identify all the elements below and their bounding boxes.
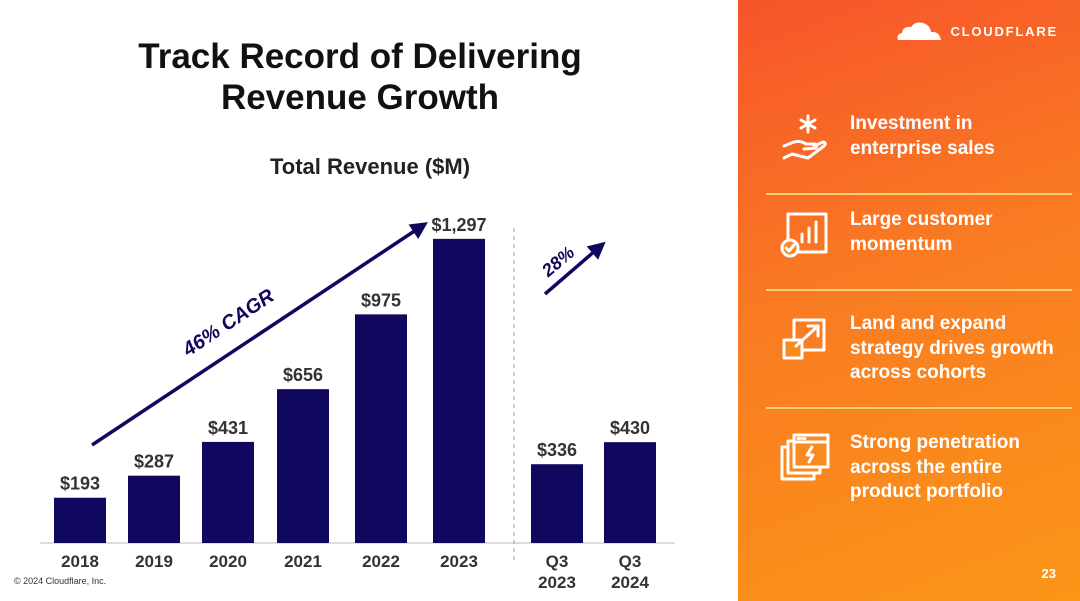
- x-tick-2019: 2019: [135, 552, 173, 571]
- x-tick-2023: 2023: [440, 552, 478, 571]
- chart-panel: Track Record of Delivering Revenue Growt…: [14, 36, 675, 592]
- highlight-3-line-3: across cohorts: [850, 362, 987, 383]
- highlight-4-line-2: across the entire: [850, 456, 1003, 478]
- chart-title: Total Revenue ($M): [269, 154, 471, 179]
- bar-2020: [202, 441, 254, 543]
- bar-q3-2024: [604, 442, 656, 543]
- bar-label-q3-2024: $430: [610, 418, 650, 438]
- highlight-text-2: Large customer momentum: [850, 208, 993, 257]
- bar-2021: [277, 389, 329, 543]
- highlight-text-3: Land and expand strategy drives growth a…: [850, 312, 1054, 386]
- highlight-3-line-1: Land and expand: [850, 313, 1007, 334]
- cloud-icon: [897, 22, 942, 40]
- cagr-annotation: 46% CAGR: [178, 285, 279, 362]
- page-number: 23: [1041, 566, 1056, 581]
- bar-label-2019: $287: [134, 452, 174, 472]
- yoy-arrow: [543, 241, 606, 296]
- divider-1: [766, 193, 1072, 195]
- cagr-arrow: [91, 222, 428, 447]
- x-tick-2021: 2021: [284, 552, 322, 571]
- bar-label-2020: $431: [208, 418, 248, 438]
- highlight-4-line-3: product portfolio: [850, 481, 1004, 502]
- bar-chart-check-icon: [780, 212, 828, 258]
- highlight-4-line-1: Strong penetration: [850, 432, 1020, 453]
- bar-q3-2023: [531, 464, 583, 543]
- copyright-text: © 2024 Cloudflare, Inc.: [14, 576, 107, 586]
- x-tick-q3-2023-line1: Q3: [546, 552, 569, 571]
- highlight-item-4: Strong penetration across the entire pro…: [778, 431, 1078, 505]
- highlight-1-line-1: Investment in: [850, 113, 973, 134]
- x-tick-2020: 2020: [209, 552, 247, 571]
- bar-2018: [54, 497, 106, 543]
- highlight-item-2: Large customer momentum: [778, 208, 1078, 262]
- bar-label-2022: $975: [361, 290, 401, 310]
- x-tick-q3-2024-line1: Q3: [619, 552, 642, 571]
- highlight-item-3: Land and expand strategy drives growth a…: [778, 312, 1078, 386]
- bar-label-2018: $193: [60, 474, 100, 494]
- highlight-item-1: Investment in enterprise sales: [778, 112, 1078, 166]
- x-tick-2022: 2022: [362, 552, 400, 571]
- highlight-2-line-2: momentum: [850, 233, 953, 255]
- hand-sparkle-icon: [782, 114, 827, 160]
- bar-2022: [355, 314, 407, 543]
- bar-label-2023: $1,297: [431, 215, 486, 235]
- highlight-text-4: Strong penetration across the entire pro…: [850, 431, 1020, 505]
- bar-2019: [128, 475, 180, 543]
- bar-2023: [433, 238, 485, 543]
- bar-label-q3-2023: $336: [537, 440, 577, 460]
- highlights-panel: CLOUDFLARE Investment in enterprise sale…: [738, 0, 1080, 601]
- highlight-1-line-2: enterprise sales: [850, 137, 995, 159]
- divider-2: [766, 289, 1072, 291]
- bar-label-2021: $656: [283, 365, 323, 385]
- highlight-3-line-2: strategy drives growth: [850, 337, 1054, 359]
- divider-3: [766, 407, 1072, 409]
- highlight-2-line-1: Large customer: [850, 209, 993, 230]
- cloudflare-logo: CLOUDFLARE: [894, 20, 1058, 42]
- slide-title: Track Record of Delivering Revenue Growt…: [60, 36, 660, 118]
- product-windows-icon: [780, 433, 830, 481]
- slide-title-line-2: Revenue Growth: [220, 78, 500, 117]
- expand-arrow-icon: [782, 318, 826, 360]
- x-tick-q3-2023-line2: 2023: [538, 573, 576, 592]
- x-tick-q3-2024-line2: 2024: [611, 573, 649, 592]
- slide-title-line-1: Track Record of Delivering: [138, 37, 582, 76]
- logo-text: CLOUDFLARE: [950, 23, 1058, 39]
- yoy-annotation: 28%: [537, 242, 578, 281]
- x-tick-2018: 2018: [61, 552, 99, 571]
- highlight-text-1: Investment in enterprise sales: [850, 112, 995, 161]
- revenue-bar-chart: $193 2018 $287 2019 $431 2020 $656 2021 $975 2022…: [40, 215, 675, 592]
